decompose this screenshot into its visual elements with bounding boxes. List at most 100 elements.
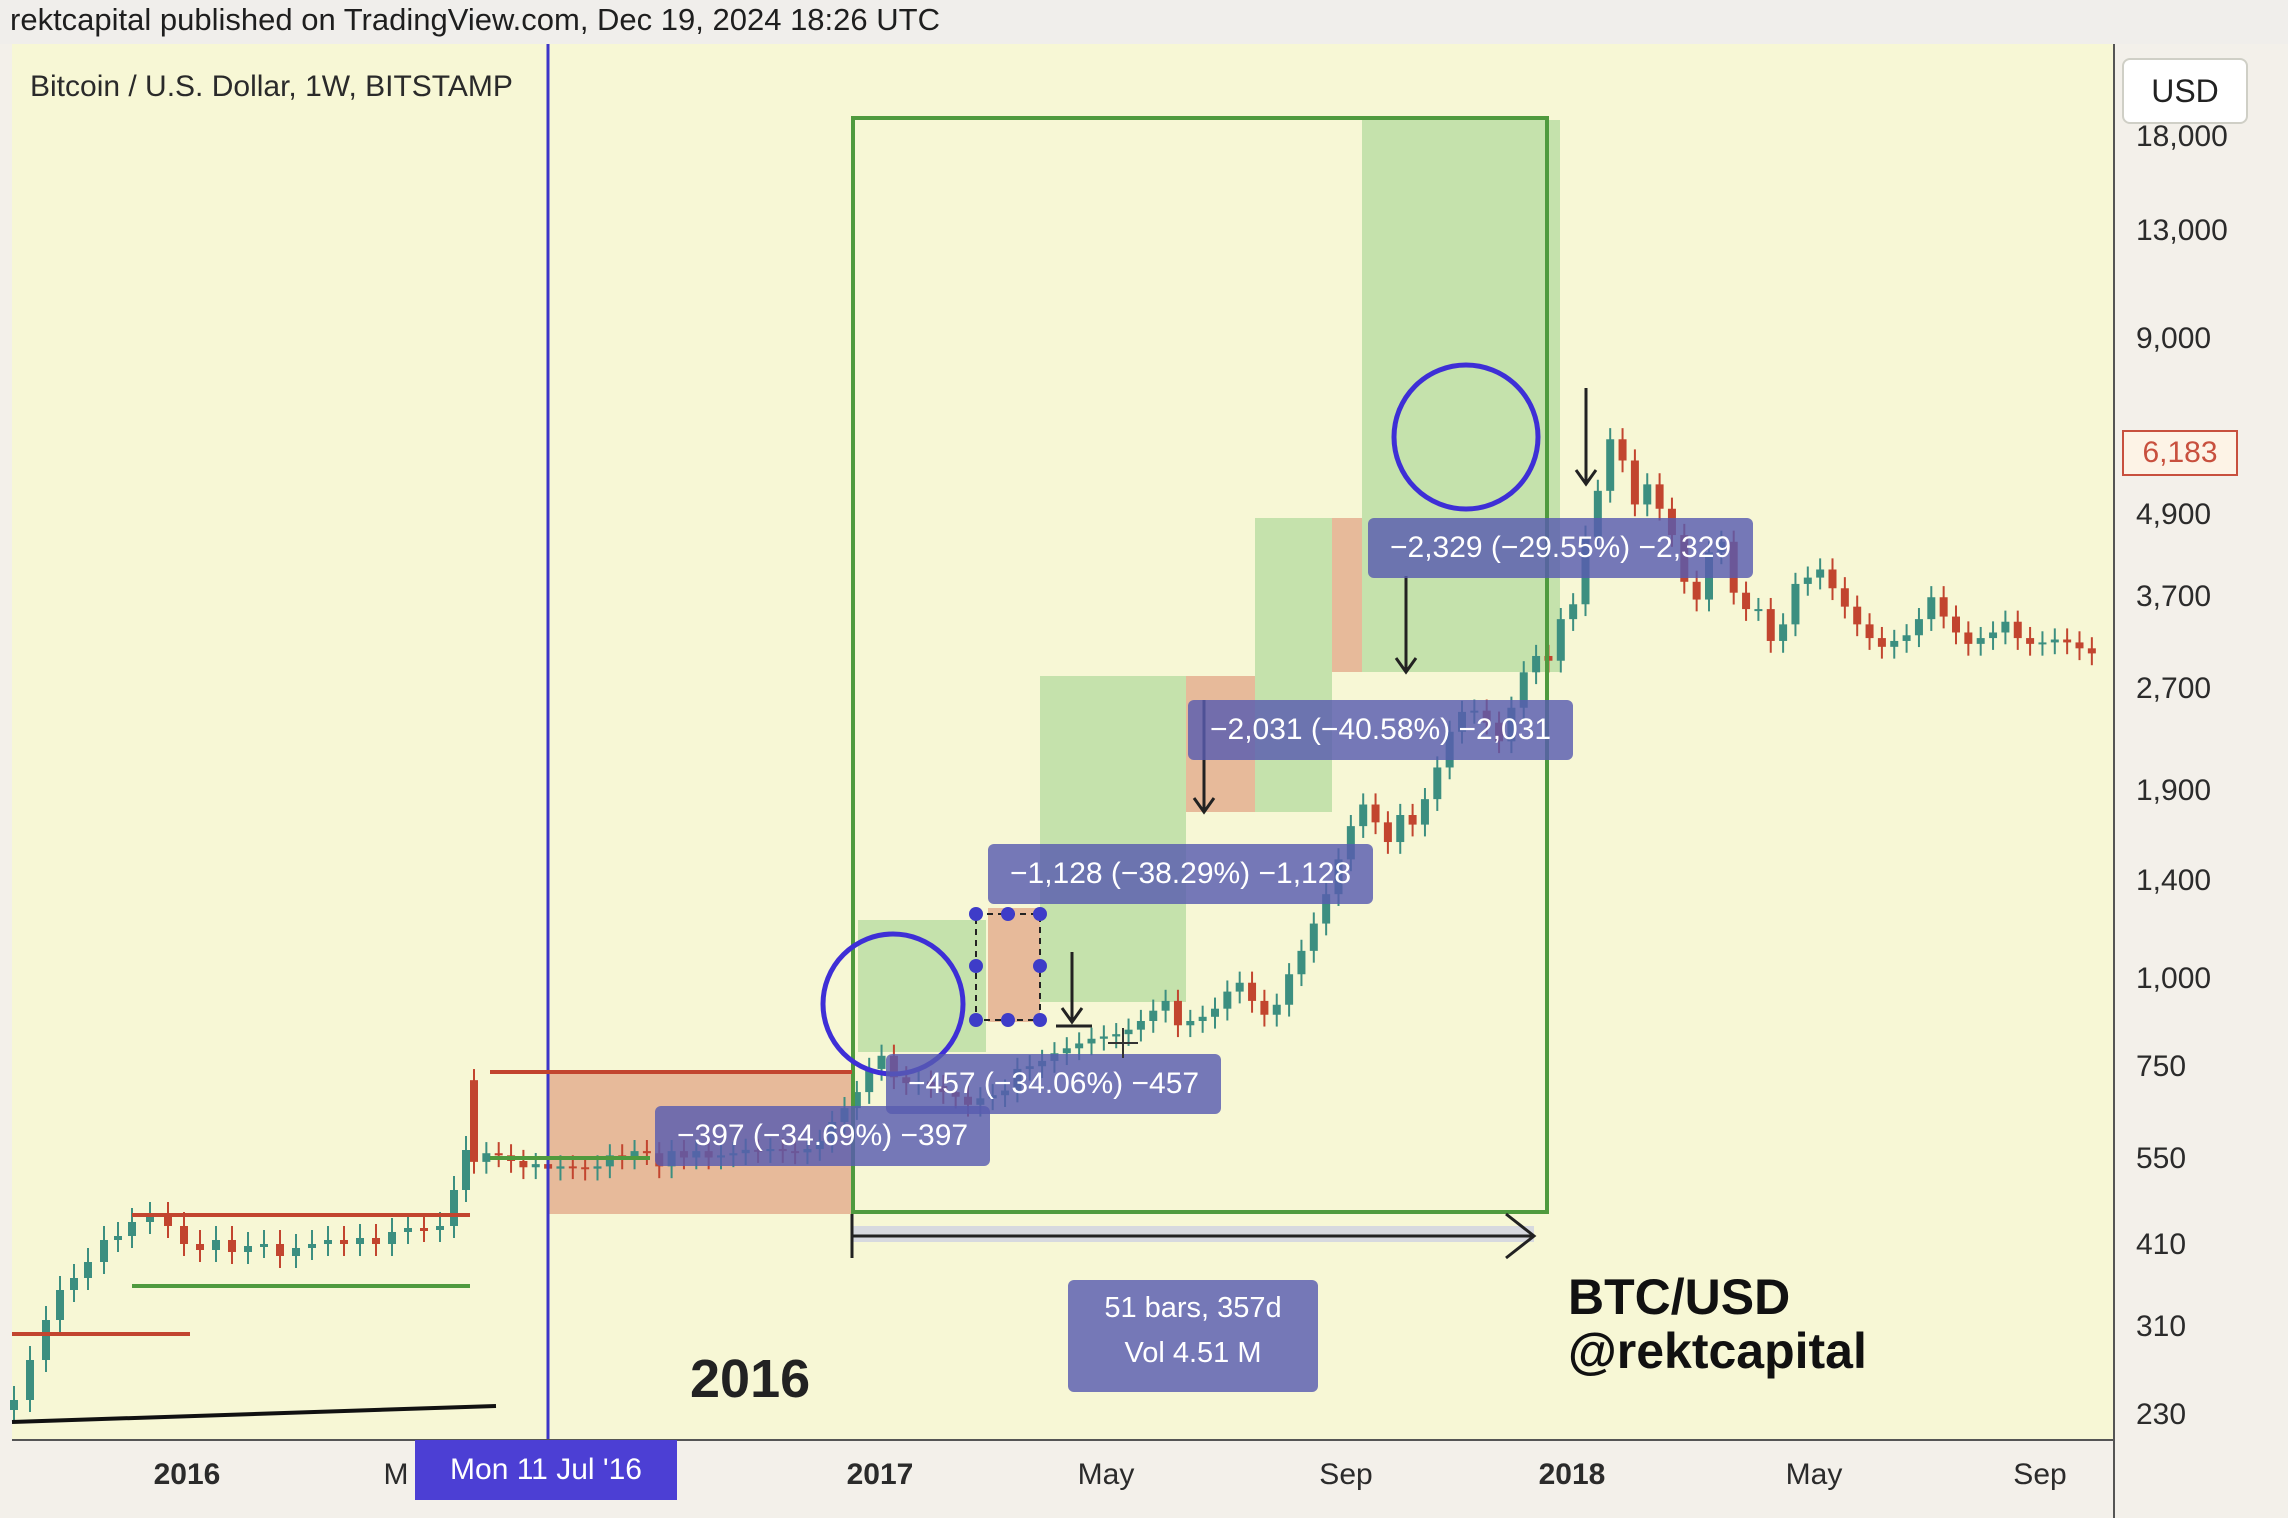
candle — [1964, 621, 1973, 656]
measure-label-5[interactable]: −2,329 (−29.55%) −2,329 — [1368, 518, 1754, 578]
measure-label-3[interactable]: −1,128 (−38.29%) −1,128 — [988, 844, 1374, 904]
candle — [324, 1226, 332, 1256]
candle — [1223, 980, 1232, 1021]
time-tick-label: May — [1077, 1458, 1135, 1491]
candle — [388, 1218, 396, 1256]
candle-body — [212, 1240, 220, 1250]
measure-label-1[interactable]: −397 (−34.69%) −397 — [655, 1106, 991, 1166]
candle-body — [852, 1092, 861, 1109]
candle-body — [308, 1244, 316, 1248]
candle — [494, 1142, 503, 1168]
candle — [1272, 993, 1281, 1027]
candle-body — [642, 1151, 651, 1154]
candle-body — [450, 1190, 458, 1226]
last-price-label: 6,183 — [2122, 430, 2238, 476]
candle — [1606, 428, 1615, 503]
candle-body — [1124, 1029, 1133, 1035]
candle — [292, 1234, 300, 1268]
candle — [1630, 449, 1639, 517]
candle-body — [1742, 592, 1751, 610]
candle-body — [114, 1236, 122, 1240]
candle-body — [388, 1232, 396, 1244]
candle-body — [56, 1290, 64, 1320]
measure-label-4[interactable]: −2,031 (−40.58%) −2,031 — [1188, 700, 1574, 760]
candle — [1890, 629, 1899, 659]
candle — [1260, 989, 1269, 1027]
candle — [114, 1222, 122, 1252]
candle-body — [1976, 638, 1985, 644]
candle-body — [482, 1153, 491, 1162]
date-range-label[interactable]: 51 bars, 357d Vol 4.51 M — [1068, 1280, 1318, 1392]
candle — [630, 1139, 639, 1170]
candle-body — [1198, 1016, 1207, 1021]
candle — [260, 1230, 268, 1258]
currency-button[interactable]: USD — [2122, 58, 2248, 124]
candle — [420, 1214, 428, 1242]
candle — [2050, 628, 2059, 655]
candle-body — [1643, 484, 1652, 505]
candle — [1149, 999, 1158, 1033]
candle-body — [1939, 597, 1948, 617]
candle-body — [10, 1400, 18, 1410]
time-tick-label: Sep — [2013, 1458, 2067, 1491]
candle — [1914, 608, 1923, 648]
candle-body — [1803, 577, 1812, 584]
candle-body — [1272, 1004, 1281, 1015]
candle-body — [865, 1068, 874, 1093]
candle-body — [2075, 642, 2084, 649]
candle — [1186, 1009, 1195, 1038]
measure-label-2[interactable]: −457 (−34.06%) −457 — [886, 1054, 1222, 1114]
selection-handle-icon — [1033, 907, 1047, 921]
candle-body — [1865, 624, 1874, 639]
candle-body — [1433, 767, 1442, 800]
candle-body — [1914, 619, 1923, 636]
candle-body — [196, 1244, 204, 1250]
candle — [1989, 621, 1998, 650]
candle-body — [1618, 439, 1627, 461]
candle-body — [1692, 581, 1701, 600]
date-range-arrow-icon — [1505, 1212, 1537, 1260]
time-tick-label: May — [1785, 1458, 1843, 1491]
price-tick-label: 750 — [2136, 1050, 2187, 1083]
candle — [1124, 1018, 1133, 1046]
time-tick-label: M — [383, 1458, 409, 1491]
candle-body — [2026, 638, 2035, 644]
candle — [244, 1232, 252, 1264]
trend-line — [11, 1404, 497, 1424]
selection-handle-icon — [1001, 1013, 1015, 1027]
candle-body — [1964, 632, 1973, 644]
candle-body — [1420, 799, 1429, 825]
candle — [26, 1346, 34, 1412]
candle-body — [1655, 484, 1664, 509]
watermark-pair: BTC/USD — [1568, 1269, 1791, 1325]
crosshair-cursor-icon — [1108, 1028, 1138, 1058]
candle-body — [2038, 642, 2047, 645]
candle-body — [1211, 1008, 1219, 1017]
highlight-circle-2 — [1391, 362, 1541, 512]
candle — [1840, 577, 1849, 619]
candle-body — [1606, 439, 1615, 491]
candle — [1803, 566, 1812, 596]
candle-body — [1371, 804, 1380, 823]
down-arrow-icon — [1574, 469, 1598, 487]
candle-body — [340, 1240, 348, 1244]
candle — [1766, 597, 1775, 653]
candle — [1408, 803, 1417, 837]
candle-body — [372, 1238, 380, 1244]
candle — [1532, 644, 1541, 685]
candle — [212, 1226, 220, 1262]
selection-handle-icon — [969, 959, 983, 973]
candle — [356, 1224, 364, 1256]
price-tick-label: 310 — [2136, 1310, 2187, 1343]
candle — [70, 1264, 78, 1302]
candle-body — [1248, 982, 1257, 1001]
candle — [2001, 610, 2010, 645]
candle — [2075, 631, 2084, 661]
candle-body — [356, 1238, 364, 1244]
candle-body — [292, 1248, 300, 1256]
candle — [1161, 989, 1170, 1023]
candle — [1173, 989, 1182, 1038]
time-tick-label: Sep — [1319, 1458, 1373, 1491]
candle — [404, 1214, 412, 1244]
